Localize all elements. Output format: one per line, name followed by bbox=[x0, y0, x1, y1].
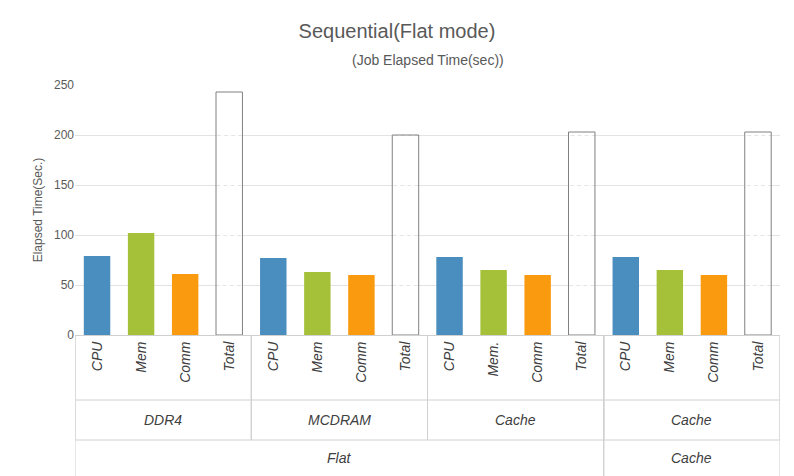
svg-text:100: 100 bbox=[54, 228, 74, 242]
svg-text:Flat: Flat bbox=[327, 450, 351, 466]
svg-text:Mem: Mem bbox=[133, 341, 149, 372]
svg-text:200: 200 bbox=[54, 128, 74, 142]
svg-text:DDR4: DDR4 bbox=[144, 412, 182, 428]
svg-text:CPU: CPU bbox=[265, 341, 281, 371]
svg-text:Comm: Comm bbox=[177, 341, 193, 383]
svg-text:0: 0 bbox=[67, 328, 74, 342]
svg-text:Mem: Mem bbox=[309, 341, 325, 372]
svg-text:Total: Total bbox=[221, 341, 237, 372]
svg-text:Cache: Cache bbox=[671, 412, 712, 428]
svg-text:MCDRAM: MCDRAM bbox=[308, 412, 371, 428]
svg-text:Cache: Cache bbox=[671, 450, 712, 466]
svg-text:Elapsed Time(Sec.): Elapsed Time(Sec.) bbox=[31, 158, 45, 263]
svg-text:Total: Total bbox=[750, 341, 766, 372]
svg-text:Mem.: Mem. bbox=[485, 342, 501, 377]
svg-text:Total: Total bbox=[397, 341, 413, 372]
svg-text:Cache: Cache bbox=[495, 412, 536, 428]
svg-text:CPU: CPU bbox=[617, 341, 633, 371]
svg-text:Mem: Mem bbox=[661, 341, 677, 372]
svg-text:Sequential(Flat mode): Sequential(Flat mode) bbox=[299, 20, 496, 42]
svg-text:CPU: CPU bbox=[441, 341, 457, 371]
svg-text:Comm: Comm bbox=[529, 341, 545, 383]
svg-text:150: 150 bbox=[54, 178, 74, 192]
svg-text:(Job Elapsed Time(sec)): (Job Elapsed Time(sec)) bbox=[352, 52, 504, 68]
svg-text:Comm: Comm bbox=[705, 341, 721, 383]
svg-text:CPU: CPU bbox=[89, 341, 105, 371]
svg-text:Total: Total bbox=[573, 341, 589, 372]
svg-text:Comm: Comm bbox=[353, 341, 369, 383]
svg-text:50: 50 bbox=[61, 278, 75, 292]
svg-text:250: 250 bbox=[54, 78, 74, 92]
